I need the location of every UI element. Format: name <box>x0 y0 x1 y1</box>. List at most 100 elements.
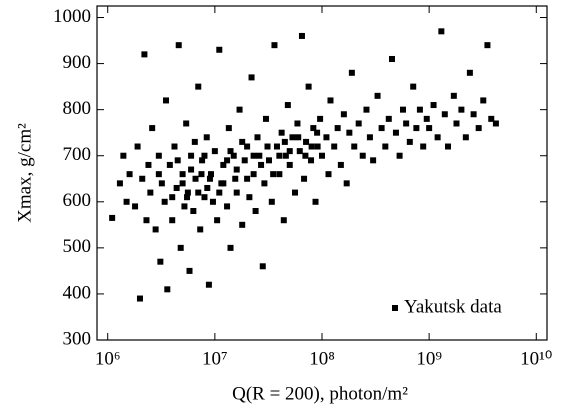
scatter-point <box>161 198 168 205</box>
scatter-point <box>276 152 283 159</box>
scatter-point <box>214 217 221 224</box>
scatter-point <box>248 74 255 81</box>
scatter-point <box>438 28 445 35</box>
scatter-point <box>363 106 370 113</box>
scatter-point <box>292 189 299 196</box>
scatter-point <box>143 217 150 224</box>
scatter-point <box>169 194 176 201</box>
y-tick-label: 600 <box>63 190 92 211</box>
scatter-point <box>334 125 341 132</box>
scatter-point <box>164 286 171 293</box>
scatter-point <box>224 203 231 210</box>
scatter-point <box>244 175 251 182</box>
scatter-point <box>173 184 180 191</box>
scatter-point <box>195 189 202 196</box>
scatter-point <box>145 161 152 168</box>
scatter-point <box>348 69 355 76</box>
scatter-point <box>227 148 234 155</box>
scatter-point <box>450 92 457 99</box>
scatter-point <box>155 171 162 178</box>
scatter-point <box>239 138 246 145</box>
scatter-point <box>355 120 362 127</box>
scatter-point <box>359 152 366 159</box>
scatter-point <box>403 120 410 127</box>
y-tick-label: 800 <box>63 98 92 119</box>
scatter-point <box>343 180 350 187</box>
scatter-point <box>366 134 373 141</box>
scatter-point <box>177 244 184 251</box>
scatter-point <box>276 171 283 178</box>
scatter-point <box>399 106 406 113</box>
scatter-point <box>295 134 302 141</box>
scatter-point <box>244 143 251 150</box>
scatter-point <box>308 157 315 164</box>
scatter-point <box>261 180 268 187</box>
scatter-point <box>346 129 353 136</box>
scatter-point <box>188 166 195 173</box>
scatter-point <box>179 180 186 187</box>
scatter-point <box>475 125 482 132</box>
scatter-point <box>327 97 334 104</box>
scatter-point <box>205 281 212 288</box>
scatter-point <box>296 148 303 155</box>
scatter-point <box>191 138 198 145</box>
scatter-point <box>488 115 495 122</box>
scatter-point <box>183 120 190 127</box>
scatter-point <box>351 143 358 150</box>
scatter-point <box>203 134 210 141</box>
scatter-point <box>301 175 308 182</box>
x-tick-label: 10⁶ <box>95 348 121 369</box>
y-tick-label: 1000 <box>53 6 91 27</box>
scatter-point <box>236 106 243 113</box>
scatter-point <box>199 157 206 164</box>
scatter-point <box>434 134 441 141</box>
scatter-point <box>268 198 275 205</box>
scatter-point <box>241 157 248 164</box>
scatter-point <box>250 152 257 159</box>
scatter-point <box>426 125 433 132</box>
scatter-point <box>337 161 344 168</box>
scatter-point <box>282 152 289 159</box>
scatter-point <box>388 55 395 62</box>
scatter-point <box>294 120 301 127</box>
scatter-point <box>216 189 223 196</box>
scatter-point <box>416 106 423 113</box>
scatter-point <box>158 180 165 187</box>
y-tick-label: 900 <box>63 52 92 73</box>
scatter-point <box>314 143 321 150</box>
scatter-point <box>303 138 310 145</box>
scatter-point <box>211 148 218 155</box>
scatter-point <box>289 134 296 141</box>
legend-label: Yakutsk data <box>404 296 502 317</box>
scatter-point <box>169 217 176 224</box>
scatter-point <box>317 115 324 122</box>
scatter-point <box>136 295 143 302</box>
x-tick-label: 10⁷ <box>202 348 228 369</box>
scatter-point <box>262 115 269 122</box>
scatter-point <box>225 125 232 132</box>
scatter-point <box>206 175 213 182</box>
scatter-point <box>188 152 195 159</box>
scatter-point <box>232 175 239 182</box>
scatter-point <box>298 32 305 39</box>
scatter-point <box>286 161 293 168</box>
scatter-point <box>209 198 216 205</box>
scatter-point <box>204 184 211 191</box>
scatter-point <box>423 115 430 122</box>
scatter-point <box>286 148 293 155</box>
scatter-point <box>216 46 223 53</box>
scatter-point <box>139 175 146 182</box>
scatter-point <box>278 129 285 136</box>
scatter-point <box>430 102 437 109</box>
scatter-point <box>470 111 477 118</box>
scatter-point <box>302 152 309 159</box>
scatter-point <box>149 125 156 132</box>
scatter-point <box>492 120 499 127</box>
scatter-point <box>280 217 287 224</box>
scatter-point <box>281 138 288 145</box>
scatter-point <box>246 194 253 201</box>
scatter-point <box>174 157 181 164</box>
y-tick-label: 300 <box>63 328 92 349</box>
scatter-point <box>132 203 139 210</box>
scatter-point <box>179 171 186 178</box>
